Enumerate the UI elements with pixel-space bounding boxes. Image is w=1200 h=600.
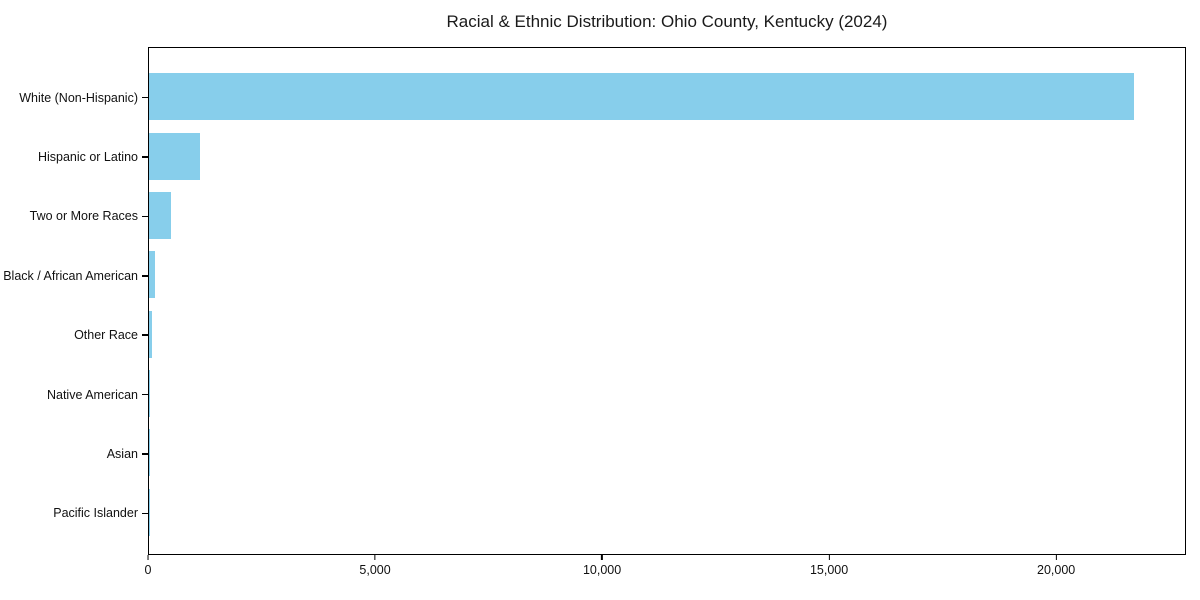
y-tick: [142, 365, 148, 424]
x-tick: 15,000: [810, 555, 848, 577]
bar-row: [149, 126, 1185, 185]
bar: [149, 251, 155, 299]
bar: [149, 310, 153, 358]
bar: [149, 370, 151, 418]
x-tick-label: 10,000: [582, 563, 622, 577]
bar-row: [149, 423, 1185, 482]
bar: [149, 191, 171, 239]
y-tick-mark: [142, 453, 148, 455]
y-tick-mark: [142, 334, 148, 336]
x-axis-ticks: 0 5,000 10,000 15,000 20,000: [144, 555, 1186, 585]
bar: [149, 73, 1135, 121]
x-tick-mark: [1055, 555, 1057, 560]
bar-row: [149, 186, 1185, 245]
y-tick: [142, 424, 148, 483]
plot-area: [148, 47, 1186, 555]
y-axis-label: Two or More Races: [29, 209, 138, 224]
y-tick-mark: [142, 275, 148, 277]
x-tick: 0: [144, 555, 152, 577]
x-tick-mark: [601, 555, 603, 560]
y-axis-label: Native American: [46, 387, 138, 402]
chart-title: Racial & Ethnic Distribution: Ohio Count…: [446, 12, 888, 31]
y-axis-label: Asian: [106, 446, 138, 461]
bar-row: [149, 245, 1185, 304]
y-axis-labels: White (Non-Hispanic) Hispanic or Latino Tw…: [0, 68, 138, 543]
bar-row: [149, 305, 1185, 364]
y-tick-mark: [142, 215, 148, 218]
y-axis-label: Hispanic or Latino: [37, 150, 138, 165]
y-axis-label: Black / African American: [3, 268, 138, 283]
bar-row: [149, 364, 1185, 423]
y-axis-label: Other Race: [74, 328, 138, 343]
y-tick-mark: [142, 393, 148, 396]
y-tick-mark: [142, 156, 148, 158]
y-tick: [142, 187, 148, 246]
bar-row: [149, 483, 1185, 542]
x-tick-label: 0: [144, 563, 152, 577]
y-tick: [142, 127, 148, 186]
x-tick-mark: [147, 555, 149, 560]
y-tick: [142, 246, 148, 305]
bar: [149, 132, 200, 180]
x-tick: 5,000: [359, 555, 391, 577]
y-tick: [142, 484, 148, 543]
x-tick-label: 15,000: [809, 563, 849, 577]
x-tick-mark: [374, 555, 376, 560]
y-tick-mark: [142, 96, 148, 99]
bars-area: [149, 67, 1185, 542]
y-axis-tick-marks: [142, 68, 148, 543]
y-tick: [142, 306, 148, 365]
x-tick-label: 5,000: [359, 563, 391, 577]
y-tick-mark: [142, 512, 148, 514]
x-tick: 10,000: [583, 555, 621, 577]
bar: [149, 429, 150, 477]
bar-row: [149, 67, 1185, 126]
x-tick-mark: [828, 555, 830, 560]
y-tick: [142, 68, 148, 127]
y-axis-label: Pacific Islander: [53, 506, 138, 521]
x-tick-label: 20,000: [1037, 563, 1076, 577]
x-tick: 20,000: [1037, 555, 1075, 577]
y-axis-label: White (Non-Hispanic): [19, 90, 138, 105]
